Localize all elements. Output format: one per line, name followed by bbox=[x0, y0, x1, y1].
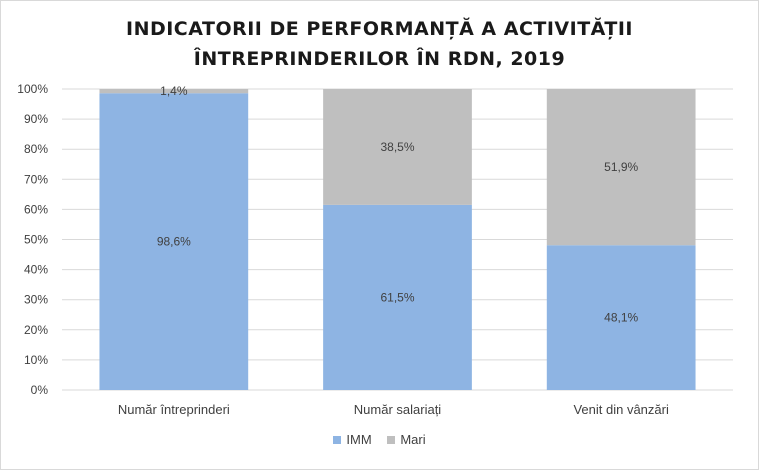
legend-item-imm: IMM bbox=[333, 432, 372, 447]
category-label: Număr salariați bbox=[354, 402, 442, 417]
data-label: 51,9% bbox=[604, 160, 638, 174]
legend-label-mari: Mari bbox=[400, 432, 426, 447]
y-tick-label: 90% bbox=[24, 112, 48, 126]
data-label: 98,6% bbox=[157, 235, 191, 249]
chart-title-line1: INDICATORII DE PERFORMANȚĂ A ACTIVITĂȚII bbox=[126, 18, 633, 40]
legend: IMM Mari bbox=[0, 432, 759, 447]
y-tick-label: 100% bbox=[17, 82, 48, 96]
bar-mari bbox=[323, 89, 472, 205]
bar-mari bbox=[546, 89, 696, 246]
y-tick-label: 0% bbox=[31, 383, 49, 397]
y-tick-label: 60% bbox=[24, 202, 48, 216]
y-tick-label: 40% bbox=[24, 263, 48, 277]
data-label: 61,5% bbox=[380, 290, 414, 304]
legend-swatch-mari bbox=[387, 435, 396, 444]
chart-title-line2: ÎNTREPRINDERILOR ÎN RDN, 2019 bbox=[193, 48, 566, 70]
legend-item-mari: Mari bbox=[387, 432, 426, 447]
y-tick-label: 80% bbox=[24, 142, 48, 156]
bar-imm bbox=[323, 204, 472, 390]
y-tick-label: 70% bbox=[24, 172, 48, 186]
y-tick-label: 30% bbox=[24, 293, 48, 307]
data-label: 1,4% bbox=[160, 84, 188, 98]
y-tick-label: 20% bbox=[24, 323, 48, 337]
bar-imm bbox=[99, 93, 249, 391]
y-tick-label: 10% bbox=[24, 353, 48, 367]
legend-label-imm: IMM bbox=[346, 432, 372, 447]
legend-swatch-imm bbox=[333, 435, 342, 444]
data-label: 38,5% bbox=[380, 140, 414, 154]
data-label: 48,1% bbox=[604, 311, 638, 325]
bar-mari bbox=[99, 89, 249, 94]
y-tick-label: 50% bbox=[24, 233, 48, 247]
category-label: Număr întreprinderi bbox=[118, 402, 230, 417]
bar-imm bbox=[546, 245, 696, 390]
category-label: Venit din vânzări bbox=[573, 402, 669, 417]
